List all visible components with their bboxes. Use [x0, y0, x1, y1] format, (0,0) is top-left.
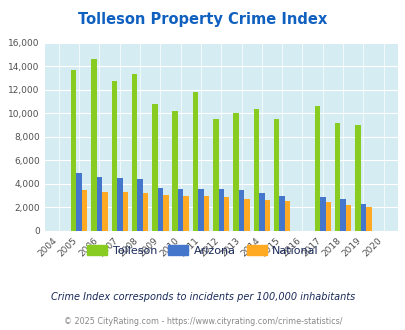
Bar — [198, 189, 203, 231]
Bar — [122, 192, 128, 231]
Bar — [314, 106, 319, 231]
Bar — [177, 189, 183, 231]
Bar — [137, 179, 143, 231]
Bar — [203, 196, 209, 231]
Bar — [172, 111, 177, 231]
Bar — [233, 114, 238, 231]
Bar — [319, 197, 325, 231]
Bar — [258, 193, 264, 231]
Bar — [264, 200, 269, 231]
Bar — [360, 204, 365, 231]
Bar — [82, 190, 87, 231]
Bar — [365, 207, 371, 231]
Bar — [325, 202, 330, 231]
Bar — [76, 173, 82, 231]
Bar — [152, 104, 157, 231]
Bar — [334, 123, 339, 231]
Bar — [96, 177, 102, 231]
Bar — [213, 119, 218, 231]
Bar — [273, 119, 279, 231]
Bar — [238, 190, 244, 231]
Bar — [111, 81, 117, 231]
Text: Tolleson Property Crime Index: Tolleson Property Crime Index — [78, 12, 327, 26]
Bar — [224, 197, 229, 231]
Bar — [339, 199, 345, 231]
Bar — [354, 125, 360, 231]
Bar — [132, 74, 137, 231]
Legend: Tolleson, Arizona, National: Tolleson, Arizona, National — [82, 241, 323, 260]
Bar — [117, 178, 122, 231]
Bar — [244, 199, 249, 231]
Bar — [345, 205, 350, 231]
Bar — [279, 196, 284, 231]
Bar — [143, 193, 148, 231]
Bar — [163, 195, 168, 231]
Bar — [284, 201, 290, 231]
Bar — [183, 196, 188, 231]
Bar — [102, 192, 107, 231]
Bar — [157, 187, 163, 231]
Bar — [192, 92, 198, 231]
Bar — [91, 59, 96, 231]
Text: © 2025 CityRating.com - https://www.cityrating.com/crime-statistics/: © 2025 CityRating.com - https://www.city… — [64, 317, 341, 326]
Bar — [71, 70, 76, 231]
Text: Crime Index corresponds to incidents per 100,000 inhabitants: Crime Index corresponds to incidents per… — [51, 292, 354, 302]
Bar — [253, 109, 258, 231]
Bar — [218, 189, 224, 231]
